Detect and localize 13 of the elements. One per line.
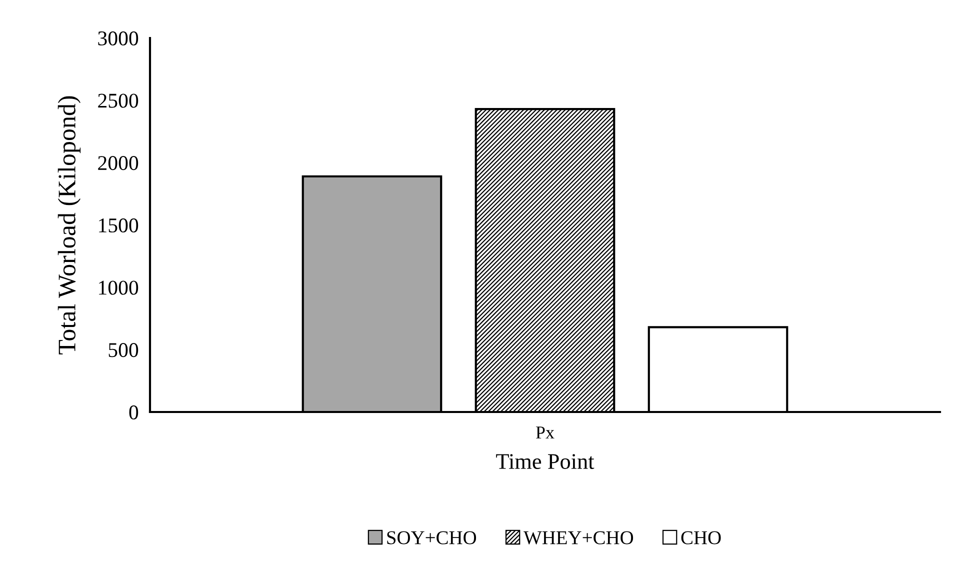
legend-label: WHEY+CHO xyxy=(524,531,634,544)
y-tick-label: 2500 xyxy=(98,94,138,108)
y-tick-label: 1500 xyxy=(99,218,138,232)
y-tick-label: 500 xyxy=(108,343,138,358)
y-tick-label: 0 xyxy=(129,405,138,420)
x-axis-title: Time Point xyxy=(496,454,594,470)
y-tick-label: 3000 xyxy=(98,31,138,46)
y-axis-title: Total Worload (Kilopond) xyxy=(58,96,81,354)
legend-label: SOY+CHO xyxy=(387,531,476,544)
legend-label: CHO xyxy=(681,531,721,544)
y-tick-label: 1000 xyxy=(99,280,138,295)
y-tick-label: 2000 xyxy=(98,156,138,170)
x-tick-label: Px xyxy=(536,426,554,438)
